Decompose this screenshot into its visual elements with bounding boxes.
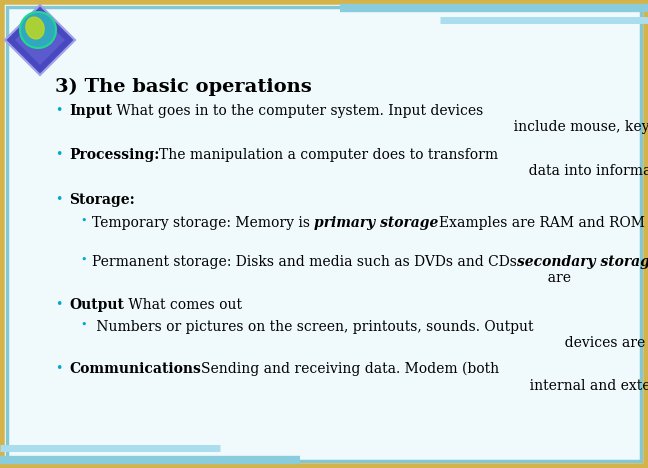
Text: The manipulation a computer does to transform: The manipulation a computer does to tran… <box>159 148 498 162</box>
Text: •: • <box>80 216 86 226</box>
Text: Input: Input <box>69 104 112 118</box>
Text: Output: Output <box>69 298 124 312</box>
Text: •: • <box>80 320 86 330</box>
FancyBboxPatch shape <box>7 7 641 461</box>
Text: include mouse, keyboard: include mouse, keyboard <box>483 104 648 134</box>
Text: primary storage: primary storage <box>314 216 439 230</box>
Text: •: • <box>55 362 62 375</box>
Text: •: • <box>55 104 62 117</box>
Circle shape <box>20 12 56 48</box>
Text: Sending and receiving data. Modem (both: Sending and receiving data. Modem (both <box>201 362 499 376</box>
Text: are: are <box>517 255 575 285</box>
Text: •: • <box>55 193 62 206</box>
Text: Communications: Communications <box>69 362 201 376</box>
Text: devices are printer, monitor and speakers: devices are printer, monitor and speaker… <box>533 320 648 350</box>
Text: Temporary storage: Memory is: Temporary storage: Memory is <box>92 216 314 230</box>
Text: Examples are RAM and ROM: Examples are RAM and ROM <box>439 216 645 230</box>
Text: internal and external) is a communication device: internal and external) is a communicatio… <box>499 362 648 392</box>
Text: secondary storage: secondary storage <box>517 255 648 269</box>
Text: •: • <box>55 148 62 161</box>
Text: •: • <box>80 255 86 265</box>
Text: 3) The basic operations: 3) The basic operations <box>55 78 312 96</box>
Text: Processing:: Processing: <box>69 148 159 162</box>
Text: What goes in to the computer system. Input devices: What goes in to the computer system. Inp… <box>112 104 483 118</box>
Text: Storage:: Storage: <box>69 193 135 207</box>
Text: •: • <box>55 298 62 311</box>
Text: Permanent storage: Disks and media such as DVDs and CDs: Permanent storage: Disks and media such … <box>92 255 517 269</box>
Ellipse shape <box>26 17 44 39</box>
Polygon shape <box>15 15 65 65</box>
Text: Numbers or pictures on the screen, printouts, sounds. Output: Numbers or pictures on the screen, print… <box>92 320 533 334</box>
Polygon shape <box>5 5 75 75</box>
Text: data into information. Mother board is a processing device: data into information. Mother board is a… <box>498 148 648 178</box>
Text: What comes out: What comes out <box>124 298 242 312</box>
